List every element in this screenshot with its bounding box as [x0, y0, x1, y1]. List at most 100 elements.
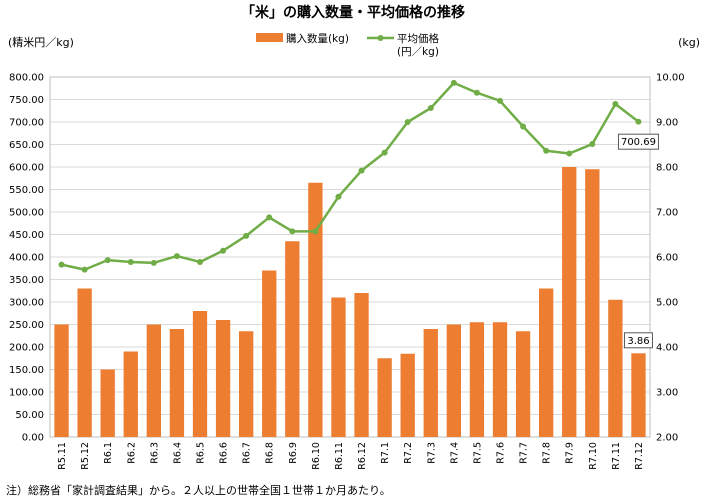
- left-tick-label: 300.00: [9, 298, 44, 309]
- bar: [469, 322, 485, 437]
- x-tick-label: R7.5: [472, 442, 483, 464]
- line-point: [150, 259, 157, 266]
- x-axis-ticks: R5.11 R5.12 R6.1 R6.2 R6.3 R6.4 R6.5 R6.6 R6.7 R6…: [57, 442, 645, 470]
- legend-line-label: 平均価格(円／kg): [397, 32, 439, 58]
- line-point: [612, 101, 619, 107]
- line-point: [404, 119, 411, 125]
- line-point: [427, 105, 434, 112]
- x-tick-label: R7.11: [611, 442, 622, 470]
- line-point: [197, 258, 203, 265]
- bar: [146, 324, 161, 437]
- line-point: [335, 193, 342, 200]
- plot-frame: [49, 76, 651, 438]
- data-labels: 700.69 3.86: [617, 133, 659, 349]
- x-tick-label: R6.8: [265, 442, 276, 464]
- line-point: [358, 167, 365, 174]
- bar: [631, 353, 646, 437]
- x-tick-label: R6.12: [357, 442, 368, 470]
- line-point: [220, 247, 227, 254]
- bar: [562, 167, 577, 437]
- left-tick-label: 450.00: [9, 230, 44, 241]
- line-point: [127, 258, 134, 265]
- data-label-box: [617, 133, 659, 150]
- bar: [169, 329, 185, 437]
- right-tick-label: 7.00: [656, 208, 678, 219]
- x-tick-label: R7.2: [403, 442, 414, 464]
- right-tick-label: 3.00: [656, 388, 678, 399]
- line-series: [58, 79, 642, 273]
- x-tick-label: R7.4: [449, 442, 460, 464]
- x-tick-label: R6.3: [149, 442, 160, 464]
- line-point: [243, 232, 250, 239]
- left-tick-label: 50.00: [15, 410, 44, 421]
- left-tick-label: 150.00: [9, 365, 44, 376]
- right-tick-label: 4.00: [656, 343, 678, 354]
- x-tick-label: R7.12: [634, 442, 645, 470]
- line-point: [473, 89, 480, 96]
- bar: [400, 353, 415, 437]
- left-tick-label: 200.00: [9, 343, 44, 354]
- x-tick-label: R6.1: [103, 442, 114, 464]
- x-tick-label: R6.10: [311, 442, 322, 470]
- right-tick-label: 5.00: [656, 298, 678, 309]
- left-axis-label: (精米円／kg): [8, 36, 74, 49]
- line-point: [543, 147, 550, 154]
- x-tick-label: R6.11: [334, 442, 345, 470]
- data-label: 700.69: [621, 137, 656, 148]
- chart-title: 「米」の購入数量・平均価格の推移: [241, 4, 465, 21]
- footnote: 注）総務省「家計調査結果」から。２人以上の世帯全国１世帯１か月あたり。: [6, 483, 391, 497]
- x-tick-label: R5.11: [57, 442, 68, 470]
- x-tick-label: R7.8: [542, 442, 553, 464]
- x-tick-label: R5.12: [80, 442, 91, 470]
- line-point: [173, 253, 180, 260]
- x-tick-label: R6.4: [172, 442, 183, 464]
- bar: [192, 311, 208, 437]
- left-tick-label: 100.00: [9, 388, 44, 399]
- bar: [539, 288, 554, 437]
- bar: [100, 369, 115, 437]
- x-tick-label: R7.1: [380, 442, 391, 464]
- left-tick-label: 0.00: [22, 433, 44, 444]
- bar: [123, 351, 138, 437]
- left-tick-label: 600.00: [9, 163, 44, 174]
- x-tick-label: R6.5: [196, 442, 207, 464]
- bar: [215, 320, 231, 437]
- left-tick-label: 750.00: [9, 95, 44, 106]
- bar: [54, 324, 69, 437]
- left-tick-label: 250.00: [9, 320, 44, 331]
- x-tick-label: R7.9: [565, 442, 576, 464]
- left-tick-label: 800.00: [9, 73, 44, 84]
- x-tick-label: R6.6: [219, 442, 230, 464]
- right-axis-ticks: 2.00 3.00 4.00 5.00 6.00 7.00 8.00 9.00 10.00: [656, 73, 685, 444]
- line-point: [520, 123, 527, 130]
- data-label: 3.86: [627, 336, 649, 347]
- left-tick-label: 700.00: [9, 118, 44, 129]
- x-tick-label: R6.9: [288, 442, 299, 464]
- line-point: [289, 228, 296, 235]
- left-axis-ticks: 0.00 50.00 100.00 150.00 200.00 250.00 300.00 3…: [9, 73, 44, 444]
- line-point: [635, 118, 642, 125]
- bar: [77, 288, 92, 437]
- left-tick-label: 350.00: [9, 275, 44, 286]
- bar: [423, 329, 438, 437]
- bar: [262, 270, 277, 437]
- x-tick-label: R7.6: [496, 442, 507, 464]
- x-tick-label: R7.3: [426, 442, 437, 464]
- line-point: [450, 79, 457, 86]
- legend-line-marker: [377, 35, 384, 41]
- legend-bar-swatch: [256, 33, 283, 42]
- line-point: [81, 266, 88, 273]
- right-tick-label: 9.00: [656, 118, 678, 129]
- right-axis-label: (kg): [678, 36, 700, 49]
- bar: [354, 293, 369, 437]
- x-tick-label: R6.7: [242, 442, 253, 464]
- bar: [446, 324, 461, 437]
- legend-line-label-part: 平均価格: [397, 32, 439, 45]
- legend-line-label-part: (円／kg): [397, 46, 439, 58]
- gridlines: [49, 76, 651, 438]
- bar-series: [54, 167, 646, 437]
- line-point: [589, 141, 596, 148]
- line-point: [381, 149, 388, 156]
- right-tick-label: 10.00: [656, 73, 685, 84]
